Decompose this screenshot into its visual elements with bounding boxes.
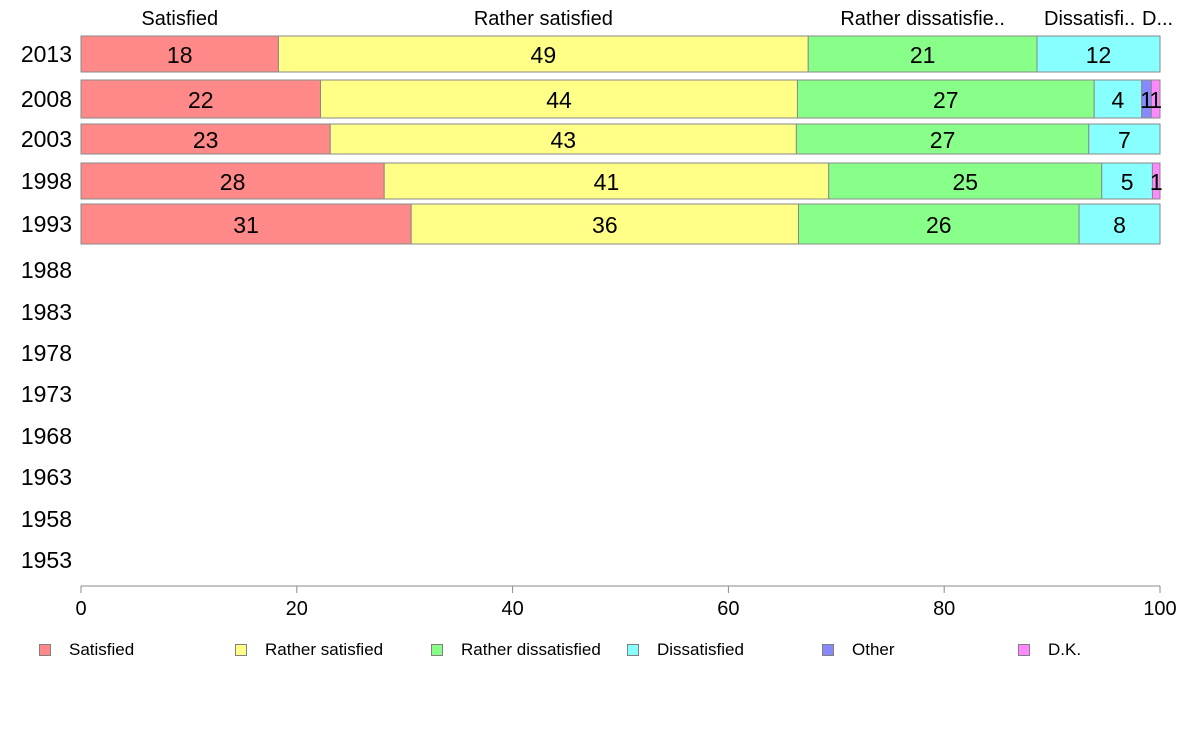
data-label: 1 bbox=[1140, 87, 1153, 113]
legend-item-rather-satisfied: Rather satisfied bbox=[235, 638, 383, 662]
bar-segment bbox=[80, 123, 331, 155]
stacked-bar-chart: 2013200820031998199319881983197819731968… bbox=[21, 8, 1177, 620]
bar-segment bbox=[1151, 162, 1161, 200]
legend-item-dk: D.K. bbox=[1018, 638, 1081, 662]
bar-segment bbox=[1150, 79, 1161, 119]
data-label: 28 bbox=[220, 169, 246, 195]
data-label: 49 bbox=[531, 42, 557, 68]
bar-segment bbox=[1088, 123, 1161, 155]
category-label: 1983 bbox=[21, 299, 72, 325]
bar-segment bbox=[807, 35, 1038, 73]
data-label: 27 bbox=[933, 87, 959, 113]
category-label: 1998 bbox=[21, 168, 72, 194]
data-label: 36 bbox=[592, 212, 618, 238]
data-label: 23 bbox=[193, 127, 219, 153]
legend-item-other: Other bbox=[822, 638, 895, 662]
data-label: 8 bbox=[1113, 212, 1126, 238]
data-label: 18 bbox=[167, 42, 193, 68]
bar-segment bbox=[795, 123, 1090, 155]
column-header: Dissatisfi.. bbox=[1044, 8, 1135, 30]
bar-segment bbox=[80, 162, 385, 200]
data-label: 44 bbox=[546, 87, 572, 113]
data-label: 31 bbox=[233, 212, 259, 238]
data-label: 7 bbox=[1118, 127, 1131, 153]
legend-swatch bbox=[431, 644, 443, 656]
category-label: 1993 bbox=[21, 211, 72, 237]
legend-item-satisfied: Satisfied bbox=[39, 638, 134, 662]
column-header: Rather satisfied bbox=[474, 8, 613, 30]
category-label: 1968 bbox=[21, 423, 72, 449]
x-tick-label: 100 bbox=[1143, 598, 1176, 620]
category-label: 1978 bbox=[21, 340, 72, 366]
bar-segment bbox=[410, 203, 800, 245]
data-label: 1 bbox=[1149, 87, 1162, 113]
data-label: 25 bbox=[952, 169, 978, 195]
bar-segment bbox=[80, 35, 279, 73]
category-label: 2013 bbox=[21, 41, 72, 67]
column-header: Rather dissatisfie.. bbox=[840, 8, 1005, 30]
x-tick-label: 0 bbox=[75, 598, 86, 620]
bar-segment bbox=[320, 79, 798, 119]
column-header: Satisfied bbox=[141, 8, 218, 30]
x-tick-label: 60 bbox=[717, 598, 739, 620]
legend-label: Satisfied bbox=[69, 640, 135, 659]
category-label: 1988 bbox=[21, 257, 72, 283]
data-label: 41 bbox=[594, 169, 620, 195]
category-label: 1958 bbox=[21, 506, 72, 532]
bar-segment bbox=[277, 35, 809, 73]
bar-segment bbox=[828, 162, 1103, 200]
x-tick-label: 20 bbox=[286, 598, 308, 620]
bar-segment bbox=[796, 79, 1095, 119]
data-label: 5 bbox=[1121, 169, 1134, 195]
data-label: 27 bbox=[930, 127, 956, 153]
legend-label: D.K. bbox=[1048, 640, 1082, 659]
legend-label: Dissatisfied bbox=[657, 640, 744, 659]
legend-swatch bbox=[39, 644, 51, 656]
data-label: 21 bbox=[910, 42, 936, 68]
legend-item-dissatisfied: Dissatisfied bbox=[627, 638, 744, 662]
data-label: 26 bbox=[926, 212, 952, 238]
data-label: 4 bbox=[1112, 87, 1125, 113]
category-label: 1953 bbox=[21, 547, 72, 573]
column-header: D... bbox=[1142, 8, 1173, 30]
legend-swatch bbox=[1018, 644, 1030, 656]
category-label: 1973 bbox=[21, 381, 72, 407]
bar-segment bbox=[1036, 35, 1161, 73]
data-label: 22 bbox=[188, 87, 214, 113]
bar-segment bbox=[1078, 203, 1161, 245]
legend-swatch bbox=[627, 644, 639, 656]
bar-segment bbox=[798, 203, 1080, 245]
legend-item-rather-dissatisfied: Rather dissatisfied bbox=[431, 638, 601, 662]
legend-swatch bbox=[822, 644, 834, 656]
data-label: 43 bbox=[551, 127, 577, 153]
bar-segment bbox=[80, 79, 322, 119]
legend: Satisfied Rather satisfied Rather dissat… bbox=[0, 638, 1188, 662]
legend-swatch bbox=[235, 644, 247, 656]
legend-label: Rather satisfied bbox=[265, 640, 384, 659]
bar-segment bbox=[80, 203, 412, 245]
data-label: 12 bbox=[1086, 42, 1112, 68]
category-label: 1963 bbox=[21, 464, 72, 490]
x-tick-label: 40 bbox=[501, 598, 523, 620]
legend-label: Rather dissatisfied bbox=[461, 640, 601, 659]
x-tick-label: 80 bbox=[933, 598, 955, 620]
data-label: 1 bbox=[1150, 169, 1163, 195]
category-label: 2003 bbox=[21, 126, 72, 152]
bar-segment bbox=[1101, 162, 1153, 200]
legend-label: Other bbox=[852, 640, 895, 659]
bar-segment bbox=[1093, 79, 1143, 119]
category-label: 2008 bbox=[21, 86, 72, 112]
